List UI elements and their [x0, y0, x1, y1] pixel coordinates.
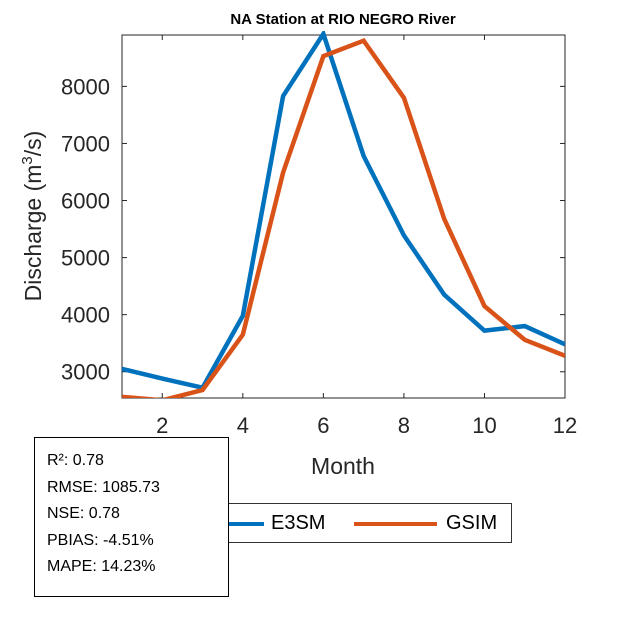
y-tick-label: 4000: [61, 303, 110, 328]
legend-label-e3sm: E3SM: [271, 512, 326, 534]
y-tick-label: 8000: [61, 74, 110, 99]
x-tick-label: 10: [472, 413, 496, 438]
x-tick-label: 2: [156, 413, 168, 438]
y-tick-label: 6000: [61, 189, 110, 214]
stat-nse: NSE: 0.78: [47, 505, 120, 522]
plot-area: [121, 34, 566, 399]
legend-swatch-e3sm: [229, 522, 264, 526]
legend-label-gsim: GSIM: [446, 512, 498, 534]
stat-mape: MAPE: 14.23%: [47, 558, 156, 575]
plot-lines: [122, 31, 565, 398]
x-axis-label: Month: [311, 453, 375, 479]
x-tick-label: 8: [398, 413, 410, 438]
series-line-gsim: [122, 37, 565, 398]
legend-swatch-gsim: [354, 522, 437, 526]
stat-rmse: RMSE: 1085.73: [47, 478, 160, 496]
legend: E3SM GSIM: [229, 503, 512, 543]
x-tick-label: 6: [317, 413, 329, 438]
x-tick-label: 12: [553, 413, 577, 438]
y-tick-label: 7000: [61, 131, 110, 156]
stats-box: R²: 0.78 RMSE: 1085.73 NSE: 0.78 PBIAS: …: [34, 437, 229, 597]
x-tick-label: 4: [237, 413, 249, 438]
stat-pbias: PBIAS: -4.51%: [47, 531, 154, 549]
y-tick-label: 3000: [61, 360, 110, 385]
axes: 2 4 6 8 10 12 3000 4000 5000 6000 7000 8000: [61, 34, 577, 438]
y-tick-label: 5000: [61, 246, 110, 271]
y-axis-label: Discharge (m3/s): [19, 131, 46, 302]
stat-r2: R²: 0.78: [47, 452, 104, 469]
series-line-e3sm: [122, 31, 565, 391]
chart-title: NA Station at RIO NEGRO River: [230, 11, 455, 28]
